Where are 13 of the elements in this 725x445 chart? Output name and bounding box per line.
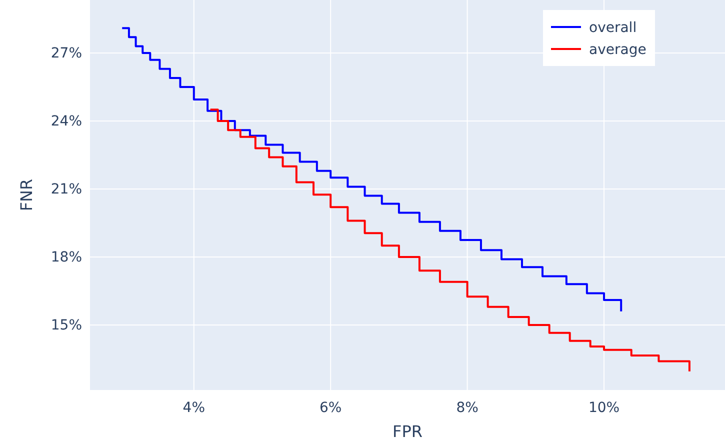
y-tick-label: 15% xyxy=(50,317,82,334)
y-tick-label: 18% xyxy=(50,249,82,266)
x-axis-title: FPR xyxy=(392,422,422,441)
x-tick-label: 4% xyxy=(182,400,206,416)
legend-label: overall xyxy=(589,20,637,36)
x-tick-label: 8% xyxy=(456,400,478,416)
legend-label: average xyxy=(589,42,646,58)
x-tick-label: 10% xyxy=(588,400,620,416)
y-tick-label: 24% xyxy=(50,113,82,130)
y-tick-label: 21% xyxy=(50,181,82,198)
x-tick-label: 6% xyxy=(319,400,342,416)
y-axis-title: FNR xyxy=(17,178,36,212)
y-tick-label: 27% xyxy=(50,46,82,62)
